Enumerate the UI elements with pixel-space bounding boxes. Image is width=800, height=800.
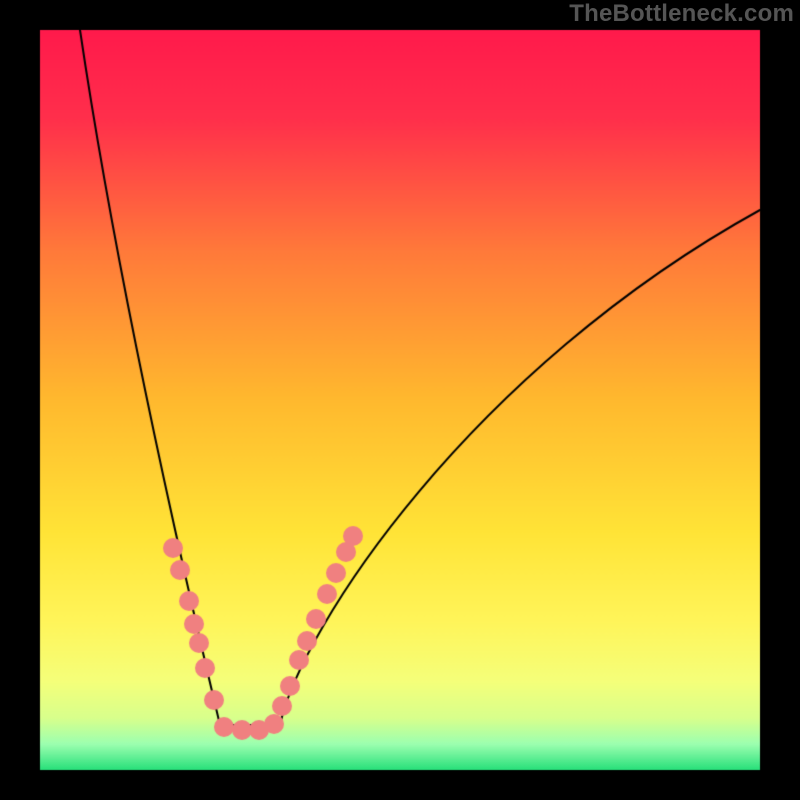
chart-stage: TheBottleneck.com bbox=[0, 0, 800, 800]
watermark-text: TheBottleneck.com bbox=[569, 0, 794, 28]
curve-and-dots-layer bbox=[0, 0, 800, 800]
